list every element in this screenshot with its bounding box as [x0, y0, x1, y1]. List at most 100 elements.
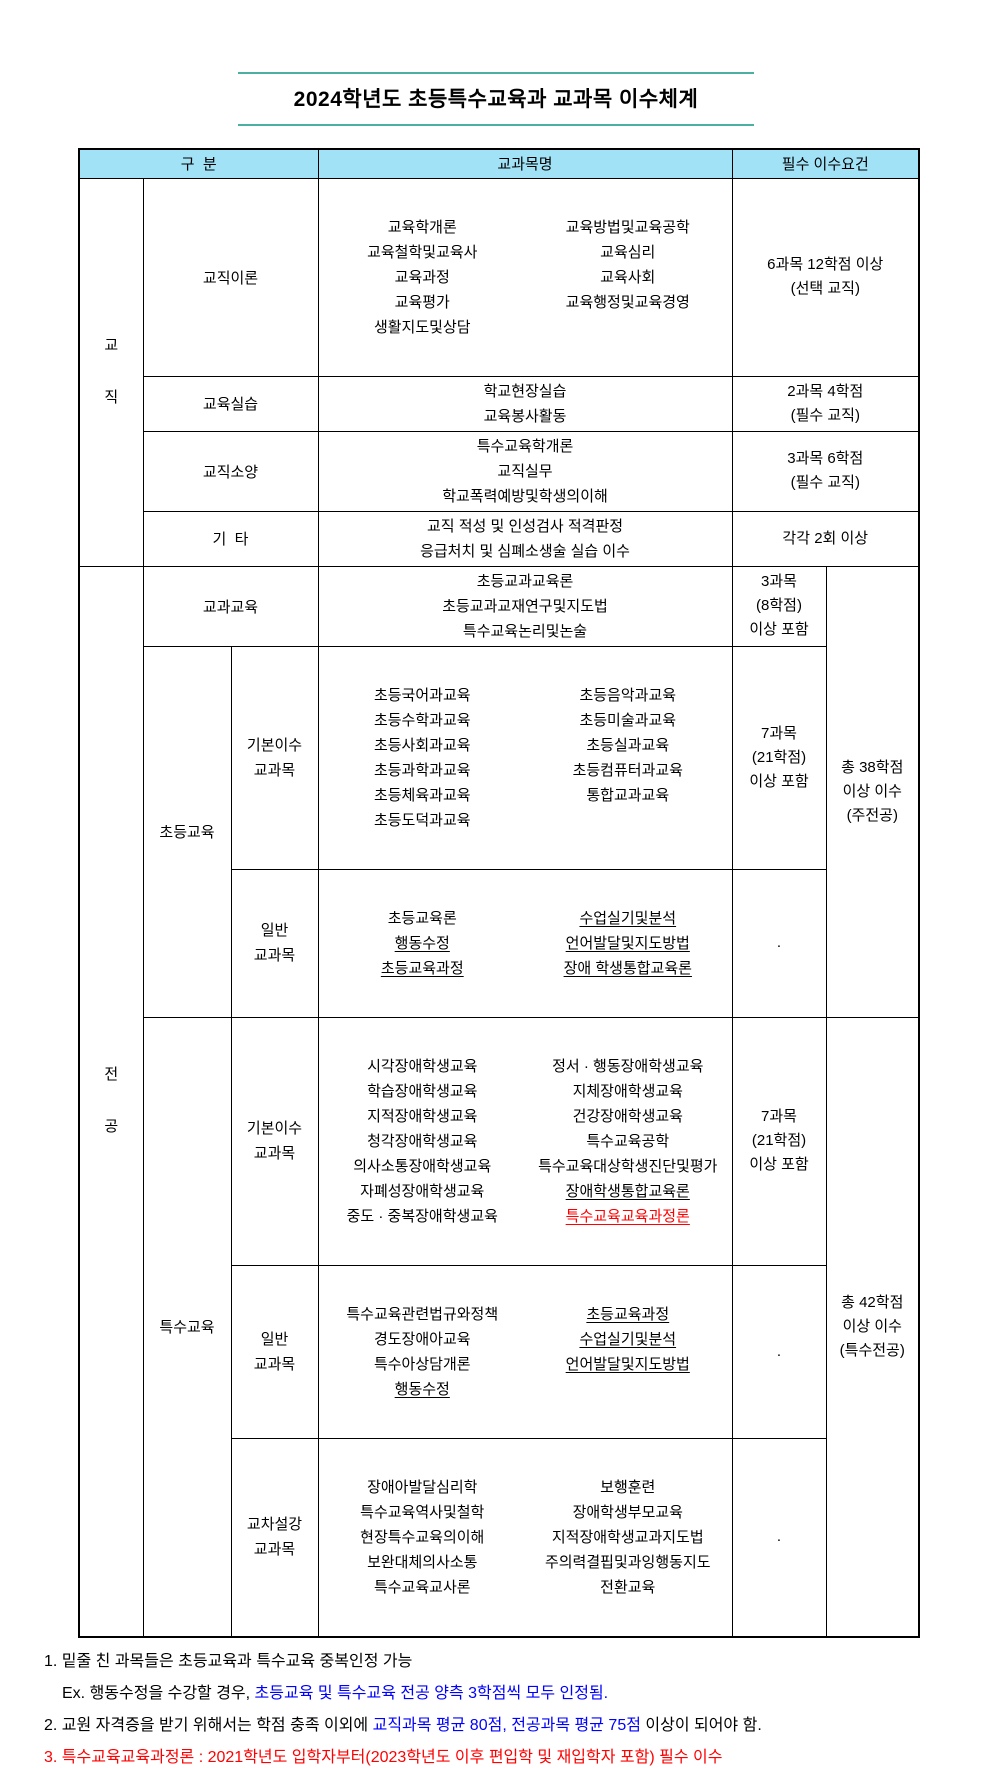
course-item: 학교현장실습	[483, 382, 567, 400]
courses-chodeung-gibon: 초등국어과교육 초등수학과교육 초등사회과교육 초등과학과교육 초등체육과교육 초등도덕과…	[317, 645, 733, 870]
footnotes: 1. 밑줄 친 과목들은 초등교육과 특수교육 중복인정 가능 Ex. 행동수정…	[44, 1651, 992, 1768]
course-columns: 시각장애학생교육 학습장애학생교육 지적장애학생교육 청각장애학생교육 의사소통장애학생…	[320, 1054, 731, 1229]
label-line: 교과목	[253, 1145, 296, 1162]
course-item: 초등교육론	[387, 909, 457, 927]
course-list-right: 보행훈련 장애학생부모교육 지적장애학생교과지도법 주의력결핍및과잉행동지도 전환교육	[525, 1475, 731, 1600]
total-line: (주전공)	[846, 806, 898, 824]
label-teuksu-ilban: 일반 교과목	[230, 1264, 319, 1439]
course-item: 자폐성장애학생교육	[360, 1182, 485, 1200]
course-columns: 초등교육론 행동수정 초등교육과정 수업실기및분석 언어발달및지도방법 장애 학생통합교…	[320, 906, 731, 981]
course-item: 초등국어과교육	[373, 686, 471, 704]
label-gyogwa-gyoyuk: 교과교육	[142, 565, 319, 647]
group-label-chodeung: 초등교육	[142, 645, 232, 1018]
course-item: 장애아발달심리학	[367, 1478, 478, 1496]
req-gyoyuk-silseup: 2과목 4학점 (필수 교직)	[731, 375, 920, 432]
course-item: 교육평가	[394, 293, 450, 311]
course-item: 행동수정	[394, 1380, 450, 1398]
req-gita: 각각 2회 이상	[731, 510, 920, 567]
footnote-text-red: 3. 특수교육교육과정론 : 2021학년도 입학자부터(2023학년도 이후 …	[44, 1748, 723, 1766]
course-item: 현장특수교육의이해	[360, 1528, 485, 1546]
req-teuksu-ilban: .	[731, 1264, 827, 1439]
header-requirement: 필수 이수요건	[731, 148, 920, 179]
label-line: 기본이수	[246, 1120, 303, 1137]
course-item: 교육행정및교육경영	[565, 293, 690, 311]
row-teuksu-gibon: 특수교육 기본이수 교과목 시각장애학생교육 학습장애학생교육 지적장애학생교육 청각장…	[79, 1016, 920, 1637]
course-item: 교직 적성 및 인성검사 적격판정	[426, 517, 624, 535]
course-item: 초등수학과교육	[373, 711, 471, 729]
course-item: 경도장애아교육	[373, 1330, 471, 1348]
row-chodeung-ilban: 일반 교과목 초등교육론 행동수정 초등교육과정 수업실기및분석 언어발달및지도방법 장애…	[79, 868, 919, 1018]
course-item: 초등교육과정	[586, 1305, 670, 1323]
label-line: 일반	[260, 922, 289, 939]
requirement-line: 이상 포함	[749, 621, 809, 638]
course-item: 초등체육과교육	[373, 786, 471, 804]
course-item: 건강장애학생교육	[572, 1107, 683, 1125]
course-item: 초등도덕과교육	[373, 811, 471, 829]
section-label-char: 공	[104, 1118, 119, 1135]
requirement-line: .	[776, 934, 782, 951]
requirement-line: 7과목	[761, 724, 797, 742]
course-list-left: 교육학개론 교육철학및교육사 교육과정 교육평가 생활지도및상담	[320, 215, 526, 340]
requirement-line: 이상 포함	[749, 1156, 809, 1173]
total-line: 총 42학점	[841, 1293, 904, 1311]
requirement-line: (선택 교직)	[790, 280, 860, 297]
footnote-text: 2. 교원 자격증을 받기 위해서는 학점 충족 이외에	[44, 1716, 373, 1734]
total-line: 이상 이수	[842, 782, 902, 800]
label-gyojik-iron: 교직이론	[142, 177, 319, 377]
requirement-line: 이상 포함	[749, 772, 809, 790]
req-gyojik-iron: 6과목 12학점 이상 (선택 교직)	[731, 177, 920, 377]
course-item: 초등교과교재연구및지도법	[442, 597, 608, 615]
course-list-right: 교육방법및교육공학 교육심리 교육사회 교육행정및교육경영	[525, 215, 731, 340]
header-course-name: 교과목명	[317, 148, 733, 179]
requirement-line: (필수 교직)	[790, 406, 860, 424]
section-label-char: 교	[104, 337, 119, 354]
total-credits-special-major: 총 42학점 이상 이수 (특수전공)	[825, 1016, 920, 1637]
label-line: 교차설강	[246, 1516, 303, 1533]
course-item: 수업실기및분석	[579, 909, 677, 927]
course-item: 초등과학과교육	[373, 761, 471, 779]
total-line: 이상 이수	[842, 1317, 902, 1335]
requirement-line: (21학점)	[751, 1132, 807, 1149]
row-chodeung-gibon: 초등교육 기본이수 교과목 초등국어과교육 초등수학과교육 초등사회과교육 초등과학과교…	[79, 645, 919, 1018]
course-item: 교직실무	[497, 462, 553, 480]
course-item: 장애 학생통합교육론	[563, 959, 692, 977]
total-line: 총 38학점	[841, 758, 904, 776]
course-item: 교육봉사활동	[483, 407, 567, 425]
course-item: 교육과정	[394, 268, 450, 286]
course-item: 주의력결핍및과잉행동지도	[544, 1553, 711, 1571]
course-columns: 초등국어과교육 초등수학과교육 초등사회과교육 초등과학과교육 초등체육과교육 초등도덕과…	[320, 683, 731, 833]
requirement-line: 각각 2회 이상	[782, 529, 869, 547]
course-columns: 특수교육관련법규와정책 경도장애아교육 특수아상담개론 행동수정 초등교육과정 수업실기…	[320, 1302, 731, 1402]
course-item: 장애학생부모교육	[572, 1503, 683, 1521]
requirement-line: (8학점)	[756, 597, 802, 614]
label-chodeung-gibon: 기본이수 교과목	[230, 645, 319, 870]
course-item: 초등미술과교육	[579, 711, 677, 729]
req-teuksu-gibon: 7과목 (21학점) 이상 포함	[731, 1016, 827, 1266]
footnote-text: 이상이 되어야 함.	[645, 1716, 762, 1734]
courses-gyojik-soyang: 특수교육학개론 교직실무 학교폭력예방및학생의이해	[317, 430, 733, 512]
label-line: 교과목	[253, 947, 296, 964]
label-line: 교과목	[253, 1355, 296, 1373]
course-item: 보행훈련	[600, 1478, 656, 1496]
course-item: 응급처치 및 심폐소생술 실습 이수	[420, 542, 630, 560]
label-gyoyuk-silseup: 교육실습	[142, 375, 319, 432]
course-item: 특수교육공학	[586, 1132, 670, 1150]
course-item: 통합교과교육	[586, 786, 670, 804]
course-item: 지적장애학생교육	[367, 1107, 478, 1125]
row-gita: 기 타 교직 적성 및 인성검사 적격판정 응급처치 및 심폐소생술 실습 이수 …	[79, 510, 920, 567]
course-item: 언어발달및지도방법	[565, 934, 690, 952]
course-item: 중도 · 중복장애학생교육	[346, 1207, 498, 1225]
label-line: 기본이수	[246, 736, 303, 754]
course-item: 초등음악과교육	[579, 686, 677, 704]
footnote-text-blue: 초등교육 및 특수교육 전공 양측 3학점씩 모두 인정됨.	[254, 1684, 609, 1702]
course-item: 초등실과교육	[586, 736, 670, 754]
requirement-line: 2과목 4학점	[787, 382, 864, 400]
label-gyojik-soyang: 교직소양	[142, 430, 319, 512]
